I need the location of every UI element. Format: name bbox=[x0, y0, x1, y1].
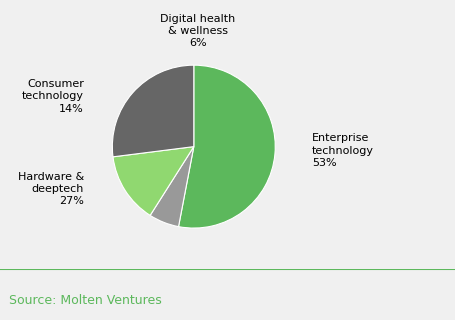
Wedge shape bbox=[113, 147, 193, 215]
Text: Enterprise
technology
53%: Enterprise technology 53% bbox=[311, 133, 373, 168]
Text: Hardware &
deeptech
27%: Hardware & deeptech 27% bbox=[18, 172, 84, 206]
Wedge shape bbox=[178, 65, 275, 228]
Text: Digital health
& wellness
6%: Digital health & wellness 6% bbox=[160, 13, 235, 48]
Wedge shape bbox=[112, 65, 193, 157]
Text: Consumer
technology
14%: Consumer technology 14% bbox=[22, 79, 84, 114]
Text: Source: Molten Ventures: Source: Molten Ventures bbox=[9, 294, 162, 307]
Wedge shape bbox=[150, 147, 193, 227]
